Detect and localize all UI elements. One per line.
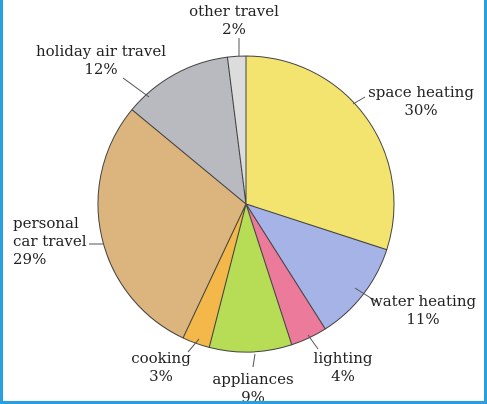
slice-name: space heating <box>368 83 474 101</box>
slice-label: cooking 3% <box>131 349 191 385</box>
pie-chart: space heating 30% water heating 11% lighting… <box>13 2 477 404</box>
slice-percent: 4% <box>331 367 355 385</box>
slice-percent: 29% <box>13 250 46 268</box>
slice-name: appliances <box>212 370 293 388</box>
slice-name: lighting <box>314 349 373 367</box>
slice-percent: 3% <box>149 367 173 385</box>
leader-line <box>354 287 378 303</box>
slice-label: other travel 2% <box>189 2 279 38</box>
slice-label: space heating 30% <box>368 83 474 119</box>
slice-label: appliances 9% <box>212 370 293 404</box>
slice-label: holiday air travel 12% <box>36 42 166 78</box>
slice-percent: 2% <box>222 20 246 38</box>
slice-percent: 30% <box>404 101 437 119</box>
leader-line <box>352 96 366 105</box>
leader-line <box>122 77 150 98</box>
slice-name: personal <box>13 214 79 232</box>
slice-percent: 12% <box>84 60 117 78</box>
slice-name: other travel <box>189 2 279 20</box>
slice-name: cooking <box>131 349 191 367</box>
pie-slice <box>208 202 293 353</box>
pie-slices <box>97 55 395 353</box>
pie-slice <box>245 55 395 251</box>
pie-slice <box>226 55 247 205</box>
leader-line <box>307 334 319 350</box>
slice-label: lighting 4% <box>314 349 373 385</box>
slice-label: water heating 11% <box>370 292 477 328</box>
slice-name: water heating <box>370 292 477 310</box>
pie-slice <box>131 56 247 206</box>
slice-label: personal car travel 29% <box>13 214 87 268</box>
slice-percent: 11% <box>406 310 439 328</box>
slice-name: car travel <box>13 232 87 250</box>
slice-percent: 9% <box>241 388 265 404</box>
slice-name: holiday air travel <box>36 42 166 60</box>
pie-slice <box>97 108 247 339</box>
pie-slice <box>244 203 388 330</box>
leader-line <box>187 338 200 353</box>
leader-line <box>252 353 256 368</box>
